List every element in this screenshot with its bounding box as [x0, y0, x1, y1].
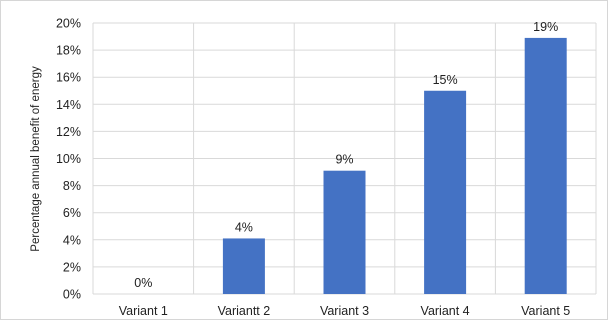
x-tick-label: Variantt 2 — [218, 304, 271, 318]
x-tick-label: Variant 5 — [521, 304, 570, 318]
x-tick-labels: Variant 1 Variantt 2 Variant 3 Variant 4 Var… — [119, 304, 571, 318]
bars — [222, 37, 567, 294]
data-label: 9% — [335, 153, 353, 167]
y-tick-labels: 0% 2% 4% 6% 8% 10% 12% 14% 16% 18% 20% — [56, 17, 81, 302]
y-tick-label: 16% — [56, 71, 81, 85]
y-tick-label: 0% — [63, 288, 81, 302]
bar — [222, 238, 265, 294]
bar — [323, 170, 366, 294]
y-tick-label: 4% — [63, 233, 81, 247]
data-label: 19% — [533, 20, 558, 34]
y-tick-label: 14% — [56, 98, 81, 112]
bar — [524, 37, 567, 294]
y-tick-label: 20% — [56, 17, 81, 31]
y-tick-label: 10% — [56, 152, 81, 166]
y-tick-label: 12% — [56, 125, 81, 139]
y-tick-label: 8% — [63, 179, 81, 193]
data-labels: 0% 4% 9% 15% 19% — [134, 20, 558, 290]
y-axis-title: Percentage annual benefit of energy — [30, 66, 42, 252]
data-label: 4% — [235, 220, 253, 234]
x-tick-label: Variant 1 — [119, 304, 168, 318]
data-label: 0% — [134, 276, 152, 290]
y-tick-label: 18% — [56, 44, 81, 58]
bar — [424, 90, 467, 294]
x-tick-label: Variant 4 — [421, 304, 470, 318]
y-tick-label: 6% — [63, 206, 81, 220]
y-tick-label: 2% — [63, 260, 81, 274]
data-label: 15% — [433, 73, 458, 87]
x-tick-label: Variant 3 — [320, 304, 369, 318]
